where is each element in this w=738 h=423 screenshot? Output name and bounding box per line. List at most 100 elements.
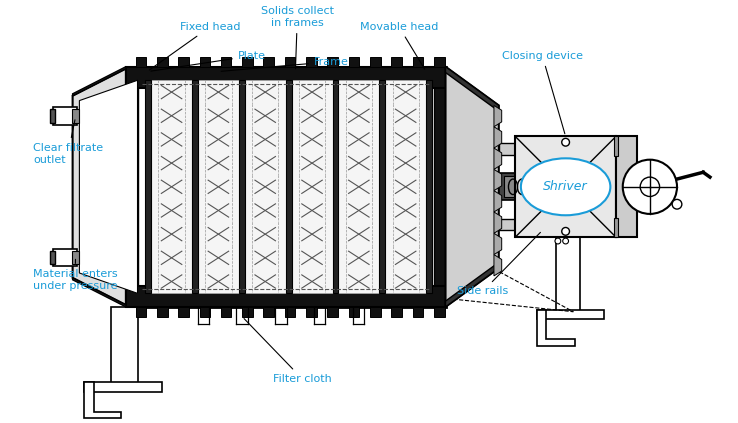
Text: Shriver: Shriver <box>543 180 588 193</box>
Bar <box>136 57 146 67</box>
Bar <box>306 57 317 67</box>
Bar <box>348 307 359 316</box>
Bar <box>221 307 232 316</box>
Polygon shape <box>446 67 499 307</box>
Bar <box>53 107 77 125</box>
Polygon shape <box>72 69 126 305</box>
Text: Frame: Frame <box>221 57 348 71</box>
Bar <box>499 173 602 201</box>
Bar <box>126 67 446 88</box>
Bar <box>126 67 446 307</box>
Bar <box>145 80 151 293</box>
Polygon shape <box>72 278 126 307</box>
Bar <box>50 109 55 123</box>
Bar <box>413 307 423 316</box>
Bar <box>72 251 80 264</box>
Bar <box>53 249 77 266</box>
Bar <box>292 80 333 293</box>
Bar <box>328 57 338 67</box>
Bar <box>50 251 55 264</box>
Bar <box>379 80 385 293</box>
Polygon shape <box>446 262 499 307</box>
Polygon shape <box>494 127 502 148</box>
Circle shape <box>623 159 677 214</box>
Bar <box>239 80 245 293</box>
Bar <box>192 80 198 293</box>
Bar <box>126 286 446 307</box>
Text: Solids collect
in frames: Solids collect in frames <box>261 6 334 69</box>
Polygon shape <box>494 255 502 276</box>
Bar <box>413 57 423 67</box>
Bar <box>286 80 292 293</box>
Bar <box>614 218 618 237</box>
Bar <box>434 307 444 316</box>
Bar <box>328 307 338 316</box>
Bar <box>157 307 168 316</box>
Circle shape <box>562 238 568 244</box>
Bar <box>306 307 317 316</box>
Bar <box>263 57 274 67</box>
Polygon shape <box>494 212 502 233</box>
Circle shape <box>672 199 682 209</box>
Bar <box>333 80 338 293</box>
Bar <box>242 57 253 67</box>
Text: Clear filtrate
outlet: Clear filtrate outlet <box>33 120 103 165</box>
Bar <box>499 219 602 231</box>
Bar <box>348 57 359 67</box>
Polygon shape <box>72 67 126 96</box>
Polygon shape <box>84 382 121 418</box>
Bar <box>434 57 444 67</box>
Polygon shape <box>446 67 499 111</box>
Bar <box>178 307 189 316</box>
Bar <box>221 57 232 67</box>
Text: Closing device: Closing device <box>502 51 583 134</box>
Bar <box>111 307 139 385</box>
Bar <box>242 307 253 316</box>
Bar <box>263 307 274 316</box>
Bar <box>391 307 402 316</box>
Bar <box>556 237 580 313</box>
Text: Side rails: Side rails <box>457 232 540 297</box>
Bar <box>199 57 210 67</box>
Bar <box>72 109 80 123</box>
Bar <box>426 80 432 293</box>
Bar <box>499 143 602 155</box>
Bar <box>199 307 210 316</box>
Bar <box>391 57 402 67</box>
Text: Material enters
under pressure: Material enters under pressure <box>33 259 117 291</box>
Bar <box>537 310 604 319</box>
Polygon shape <box>494 105 502 127</box>
Bar <box>285 307 295 316</box>
Bar <box>157 57 168 67</box>
Bar <box>503 176 598 198</box>
Bar <box>385 80 426 293</box>
Text: Movable head: Movable head <box>360 22 438 69</box>
Polygon shape <box>494 233 502 255</box>
Bar <box>151 80 192 293</box>
Bar <box>245 80 286 293</box>
Bar <box>84 382 162 392</box>
Circle shape <box>640 177 660 196</box>
Circle shape <box>562 138 570 146</box>
Bar <box>616 137 638 237</box>
Bar <box>137 78 434 295</box>
Polygon shape <box>494 148 502 169</box>
Bar <box>136 307 146 316</box>
Bar <box>614 137 618 156</box>
Polygon shape <box>494 169 502 191</box>
Bar <box>338 80 379 293</box>
Bar <box>370 57 381 67</box>
Polygon shape <box>537 310 576 346</box>
Text: Plate: Plate <box>151 51 266 71</box>
Polygon shape <box>494 191 502 212</box>
Circle shape <box>555 238 561 244</box>
Text: Fixed head: Fixed head <box>150 22 241 70</box>
Bar <box>198 80 239 293</box>
Bar <box>285 57 295 67</box>
Text: Filter cloth: Filter cloth <box>244 319 331 384</box>
Bar <box>178 57 189 67</box>
Bar <box>370 307 381 316</box>
Bar <box>515 137 616 237</box>
Circle shape <box>562 228 570 235</box>
Ellipse shape <box>521 158 610 215</box>
